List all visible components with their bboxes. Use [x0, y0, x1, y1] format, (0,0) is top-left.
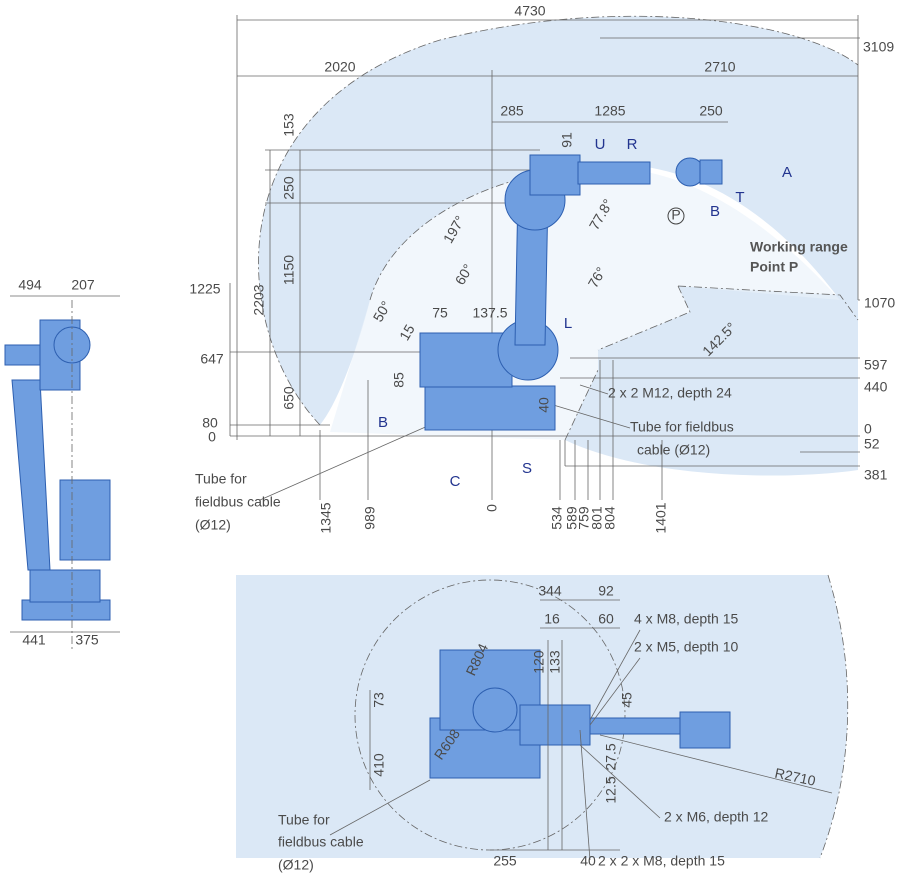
- dimension-label: 137.5: [472, 305, 507, 321]
- dimension-label: 73: [371, 692, 387, 708]
- dimension-label: 75: [432, 305, 448, 321]
- dimension-label: 0: [484, 504, 500, 512]
- dimension-label: 250: [281, 176, 297, 200]
- top-view: [236, 574, 849, 861]
- dimension-label: 0: [864, 421, 872, 437]
- dimension-label: 285: [500, 103, 524, 119]
- dimension-label: 52: [864, 436, 880, 452]
- tube-callout: Tube for: [278, 812, 330, 828]
- dimension-label: 589: [564, 506, 580, 530]
- dimension-label: 759: [576, 506, 592, 530]
- dimension-label: 45: [619, 692, 635, 708]
- dimension-label: 441: [22, 632, 46, 648]
- dimension-label: 1401: [653, 502, 669, 533]
- dimension-label: 597: [864, 357, 888, 373]
- dimension-label: 250: [699, 103, 723, 119]
- dimension-label: 27.5: [603, 743, 619, 770]
- dimension-label: 3109: [863, 39, 894, 55]
- dimension-label: 344: [538, 583, 562, 599]
- dimension-label: 0: [208, 429, 216, 445]
- dimension-label: 12.5: [603, 776, 619, 803]
- robot-front: [419, 154, 723, 431]
- dimension-label: 2710: [704, 59, 735, 75]
- dimension-label: 1225: [189, 281, 220, 297]
- dimension-label: 255: [493, 853, 517, 869]
- working-range-label: Point P: [750, 259, 798, 275]
- dimension-label: 804: [602, 506, 618, 530]
- tube-callout: Tube for: [195, 471, 247, 487]
- dimension-label: 1070: [864, 295, 895, 311]
- dimension-label: 410: [371, 753, 387, 777]
- dimension-label: 1345: [318, 502, 334, 533]
- axis-label: B: [710, 203, 720, 220]
- thread-callout: 2 x M5, depth 10: [634, 639, 739, 655]
- axis-label: B: [378, 414, 388, 431]
- dimension-label: 207: [71, 277, 95, 293]
- thread-callout: 4 x M8, depth 15: [634, 611, 739, 627]
- dimension-label: 153: [281, 113, 297, 137]
- axis-label: T: [735, 189, 744, 206]
- dimension-label: 801: [589, 506, 605, 530]
- dimension-label: 2203: [251, 284, 267, 315]
- dimension-label: 1150: [281, 255, 297, 285]
- dimension-label: 92: [598, 583, 614, 599]
- dimension-label: 647: [200, 351, 224, 367]
- thread-callout: 2 x M6, depth 12: [664, 809, 769, 825]
- thread-callout: 2 x 2 x M8, depth 15: [598, 853, 725, 869]
- dimension-label: 16: [544, 611, 560, 627]
- tube-callout: (Ø12): [195, 517, 231, 533]
- dimension-label: 60: [598, 611, 614, 627]
- dimension-lines: [229, 15, 860, 501]
- tube-callout: Tube for fieldbus: [630, 419, 734, 435]
- tube-callout: fieldbus cable: [278, 834, 364, 850]
- dimension-label: 80: [202, 415, 218, 431]
- dimension-label: 40: [580, 853, 596, 869]
- dimension-label: 440: [864, 379, 888, 395]
- axis-label: U: [595, 136, 606, 153]
- dimension-label: 381: [864, 467, 888, 483]
- axis-label: C: [450, 473, 461, 490]
- dimension-label: 120: [531, 650, 547, 674]
- dimension-label: 375: [75, 632, 99, 648]
- dimension-label: 2020: [324, 59, 355, 75]
- working-range: [258, 16, 858, 476]
- dimension-label: 4730: [514, 3, 545, 19]
- tube-callout: cable (Ø12): [637, 442, 710, 458]
- dimension-label: 650: [281, 386, 297, 410]
- tube-callout: fieldbus cable: [195, 494, 281, 510]
- dimension-label: 133: [547, 650, 563, 674]
- robot-side: [4, 295, 120, 650]
- dimension-label: 534: [549, 506, 565, 530]
- axis-label: L: [564, 315, 572, 332]
- point-label: P: [671, 207, 680, 223]
- dimension-label: 40: [536, 397, 552, 413]
- dimension-label: 1285: [594, 103, 625, 119]
- tube-callout: (Ø12): [278, 857, 314, 873]
- axis-label: A: [782, 164, 792, 181]
- dimension-label: 494: [18, 277, 42, 293]
- dimension-label: 989: [362, 506, 378, 530]
- axis-label: S: [522, 460, 532, 477]
- axis-label: R: [627, 136, 638, 153]
- working-range-label: Working range: [750, 239, 848, 255]
- thread-callout: 2 x 2 M12, depth 24: [608, 385, 732, 401]
- dimension-label: 15: [396, 321, 418, 343]
- range-outline: [258, 15, 859, 441]
- dimension-label: 85: [391, 372, 407, 388]
- dimension-label: 91: [559, 132, 575, 148]
